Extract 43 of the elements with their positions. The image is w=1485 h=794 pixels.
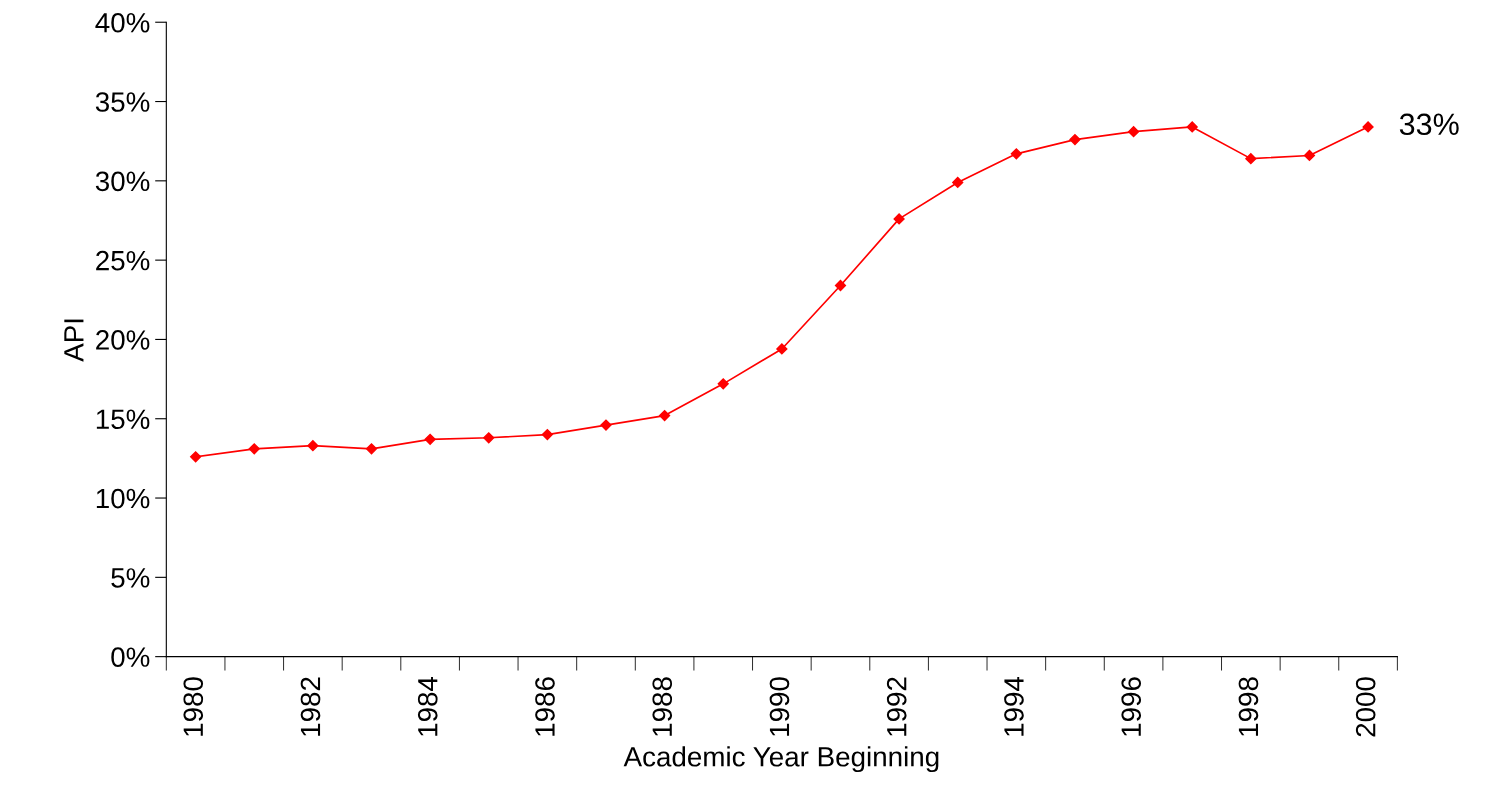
x-tick-label: 1996 bbox=[1121, 677, 1142, 736]
y-tick-label: 15% bbox=[96, 409, 150, 430]
point bbox=[307, 440, 319, 452]
point bbox=[248, 443, 260, 455]
x-tick-label: 1988 bbox=[652, 677, 673, 736]
point bbox=[541, 428, 553, 441]
point bbox=[190, 451, 202, 463]
y-tick-label: 30% bbox=[95, 171, 150, 192]
y-tick-label: 35% bbox=[95, 92, 150, 112]
y-tick-label: 0% bbox=[111, 647, 150, 667]
y-tick-label: 25% bbox=[96, 250, 150, 271]
point bbox=[834, 279, 847, 292]
point bbox=[659, 409, 671, 422]
x-tick-label: 2000 bbox=[1355, 677, 1376, 737]
x-tick-label: 1984 bbox=[417, 676, 438, 736]
annotation: 33% bbox=[1399, 113, 1459, 136]
point bbox=[952, 176, 964, 189]
point bbox=[893, 213, 905, 225]
point bbox=[1127, 126, 1140, 138]
y-tick-label: 20% bbox=[96, 330, 150, 350]
point bbox=[1186, 121, 1198, 133]
x-tick-label: 1986 bbox=[535, 677, 555, 736]
y-tick-label: 40% bbox=[95, 12, 150, 33]
point bbox=[483, 432, 495, 444]
y-tick-label: 5% bbox=[111, 568, 150, 588]
x-tick-label: 1982 bbox=[300, 677, 321, 736]
point bbox=[365, 443, 378, 455]
point bbox=[717, 378, 729, 390]
point bbox=[1303, 149, 1316, 162]
x-tick-label: 1998 bbox=[1238, 677, 1259, 736]
x-axis-title: Academic Year Beginning bbox=[623, 746, 939, 773]
point bbox=[1245, 153, 1257, 165]
point bbox=[424, 433, 436, 445]
point bbox=[1362, 121, 1374, 133]
y-tick-label: 10% bbox=[96, 488, 150, 509]
y-axis-title: API bbox=[64, 319, 84, 362]
x-tick-label: 1994 bbox=[1004, 676, 1024, 736]
x-tick-label: 1992 bbox=[886, 677, 907, 736]
point bbox=[776, 343, 788, 355]
x-tick-label: 1990 bbox=[769, 677, 790, 736]
x-tick-label: 1980 bbox=[183, 677, 204, 736]
point bbox=[1010, 148, 1022, 160]
point bbox=[1069, 133, 1081, 146]
